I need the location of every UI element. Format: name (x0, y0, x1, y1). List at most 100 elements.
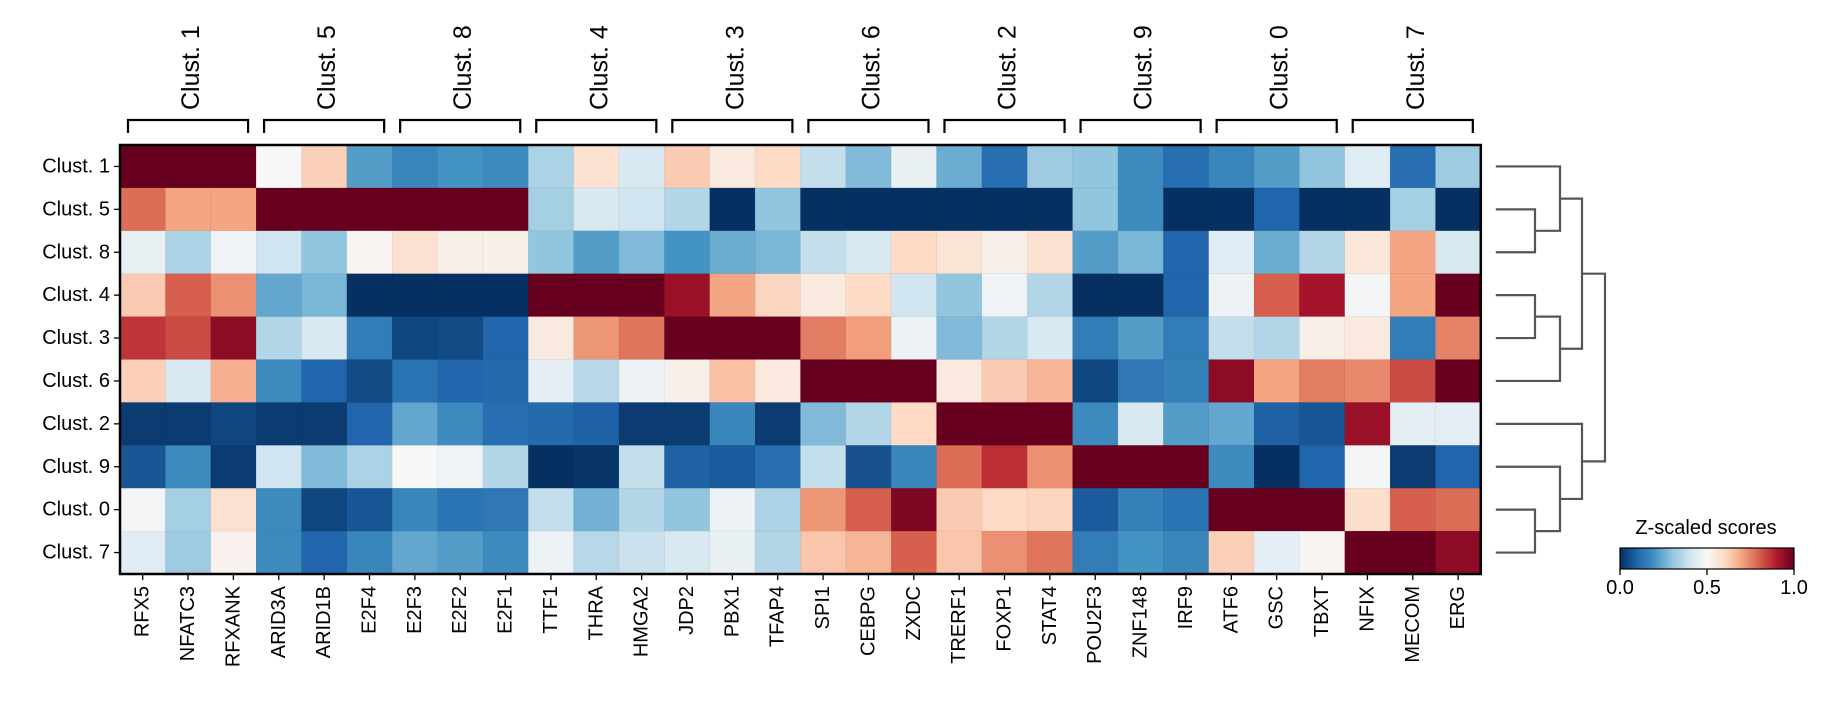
cell-clust-5-cebpg (845, 187, 892, 232)
cell-clust-1-tbxt (1299, 144, 1346, 189)
cell-clust-6-jdp2 (664, 359, 711, 404)
cell-clust-5-spi1 (800, 187, 847, 232)
cell-clust-9-trerf1 (936, 444, 983, 489)
colorbar-tick-label: 0.5 (1693, 577, 1721, 599)
cell-clust-6-arid3a (255, 359, 303, 404)
cell-clust-7-e2f1 (482, 530, 529, 575)
cell-clust-7-znf148 (1117, 530, 1164, 575)
cell-clust-0-thra (573, 487, 620, 532)
cell-clust-4-cebpg (845, 273, 892, 318)
cell-clust-0-pbx1 (709, 487, 756, 532)
cell-clust-5-ttf1 (527, 187, 575, 232)
cell-clust-4-pou2f3 (1072, 273, 1119, 318)
group-label-clust-7: Clust. 7 (1402, 25, 1430, 110)
cell-clust-7-e2f4 (346, 530, 393, 575)
cell-clust-0-arid1b (301, 487, 348, 532)
group-label-clust-6: Clust. 6 (857, 25, 885, 110)
heatmap-cells (119, 144, 1482, 575)
cell-clust-3-ttf1 (527, 316, 575, 361)
group-label-clust-9: Clust. 9 (1130, 25, 1158, 110)
cell-clust-7-nfix (1344, 530, 1391, 575)
cell-clust-4-nfix (1344, 273, 1391, 318)
cell-clust-8-zxdc (890, 230, 938, 275)
column-label-gsc: GSC (1266, 586, 1288, 629)
cell-clust-6-e2f3 (391, 359, 439, 404)
cell-clust-5-atf6 (1208, 187, 1255, 232)
cell-clust-6-ttf1 (527, 359, 575, 404)
cell-clust-2-gsc (1253, 402, 1301, 446)
group-label-clust-3: Clust. 3 (721, 25, 749, 110)
cell-clust-9-arid1b (301, 444, 348, 489)
cell-clust-6-nfix (1344, 359, 1391, 404)
row-label-clust-6: Clust. 6 (42, 370, 110, 392)
cell-clust-1-jdp2 (664, 144, 711, 189)
cell-clust-4-atf6 (1208, 273, 1255, 318)
cell-clust-2-tfap4 (754, 402, 802, 446)
dendrogram-link (1495, 422, 1584, 501)
cell-clust-9-pou2f3 (1072, 444, 1119, 489)
cell-clust-9-stat4 (1026, 444, 1074, 489)
cell-clust-0-trerf1 (936, 487, 983, 532)
column-label-erg: ERG (1447, 586, 1469, 629)
column-label-stat4: STAT4 (1039, 586, 1061, 645)
cell-clust-9-rfx5 (119, 444, 167, 489)
column-label-rfxank: RFXANK (222, 585, 244, 667)
cell-clust-6-e2f2 (437, 359, 484, 404)
group-label-clust-1: Clust. 1 (177, 25, 205, 110)
cell-clust-8-rfx5 (119, 230, 167, 275)
cell-clust-9-e2f3 (391, 444, 439, 489)
cell-clust-2-rfxank (210, 402, 257, 446)
column-label-cebpg: CEBPG (857, 586, 879, 656)
cell-clust-1-pou2f3 (1072, 144, 1119, 189)
column-label-mecom: MECOM (1402, 586, 1424, 663)
cell-clust-1-trerf1 (936, 144, 983, 189)
cell-clust-8-atf6 (1208, 230, 1255, 275)
cell-clust-6-stat4 (1026, 359, 1074, 404)
row-label-clust-5: Clust. 5 (42, 198, 110, 220)
cell-clust-2-mecom (1389, 402, 1437, 446)
cell-clust-9-zxdc (890, 444, 938, 489)
cell-clust-6-tfap4 (754, 359, 802, 404)
cell-clust-2-stat4 (1026, 402, 1074, 446)
cell-clust-0-zxdc (890, 487, 938, 532)
column-group-brackets: Clust. 1 Clust. 5 Clust. 8 Clust. 4 Clust. 3… (126, 25, 1474, 133)
cell-clust-6-rfxank (210, 359, 257, 404)
cell-clust-0-hmga2 (618, 487, 666, 532)
cell-clust-1-erg (1435, 144, 1482, 189)
cell-clust-3-e2f4 (346, 316, 393, 361)
cell-clust-8-pbx1 (709, 230, 756, 275)
cell-clust-3-jdp2 (664, 316, 711, 361)
dendrogram-link (1495, 208, 1537, 254)
cell-clust-5-pou2f3 (1072, 187, 1119, 232)
cell-clust-5-stat4 (1026, 187, 1074, 232)
cell-clust-9-ttf1 (527, 444, 575, 489)
cell-clust-1-rfxank (210, 144, 257, 189)
group-bracket-clust-8 (399, 118, 522, 133)
cell-clust-4-rfxank (210, 273, 257, 318)
colorbar-tick-label: 1.0 (1780, 577, 1808, 599)
cell-clust-7-tbxt (1299, 530, 1346, 575)
cell-clust-0-nfix (1344, 487, 1391, 532)
cell-clust-7-spi1 (800, 530, 847, 575)
cell-clust-8-mecom (1389, 230, 1437, 275)
cell-clust-6-thra (573, 359, 620, 404)
cell-clust-2-atf6 (1208, 402, 1255, 446)
cell-clust-4-znf148 (1117, 273, 1164, 318)
cell-clust-1-arid3a (255, 144, 303, 189)
cell-clust-2-foxp1 (981, 402, 1028, 446)
cell-clust-4-erg (1435, 273, 1482, 318)
cell-clust-1-atf6 (1208, 144, 1255, 189)
cell-clust-0-nfatc3 (165, 487, 212, 532)
dendrogram-link (1495, 465, 1562, 533)
cell-clust-5-arid3a (255, 187, 303, 232)
cell-clust-1-ttf1 (527, 144, 575, 189)
cell-clust-6-atf6 (1208, 359, 1255, 404)
cell-clust-1-thra (573, 144, 620, 189)
cell-clust-0-e2f3 (391, 487, 439, 532)
cell-clust-3-arid3a (255, 316, 303, 361)
cell-clust-0-mecom (1389, 487, 1437, 532)
cell-clust-1-znf148 (1117, 144, 1164, 189)
cell-clust-5-e2f4 (346, 187, 393, 232)
cell-clust-0-rfxank (210, 487, 257, 532)
cell-clust-0-e2f4 (346, 487, 393, 532)
